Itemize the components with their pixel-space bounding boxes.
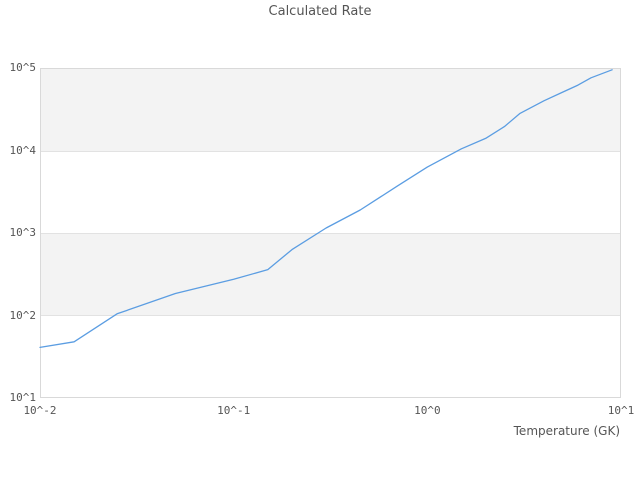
gridline-10e3 (41, 233, 620, 234)
y-tick-label: 10^1 (9, 391, 37, 404)
gridline-10e4 (41, 151, 620, 152)
x-tick-label: 10^1 (607, 404, 635, 417)
decade-band-10e2-10e3 (41, 233, 620, 315)
x-tick-label: 10^-1 (217, 404, 251, 417)
y-tick-label: 10^5 (9, 61, 37, 74)
x-tick-label: 10^0 (414, 404, 441, 417)
decade-band-10e4-10e5 (41, 69, 620, 151)
x-axis-label: Temperature (GK) (513, 424, 620, 438)
plot-area (40, 68, 621, 398)
y-tick-label: 10^2 (9, 308, 37, 322)
y-tick-label: 10^3 (9, 226, 37, 239)
chart-title: Calculated Rate (268, 4, 372, 19)
gridline-10e2 (41, 315, 620, 316)
y-tick-label: 10^4 (9, 143, 37, 157)
x-tick-label: 10^-2 (23, 404, 57, 417)
